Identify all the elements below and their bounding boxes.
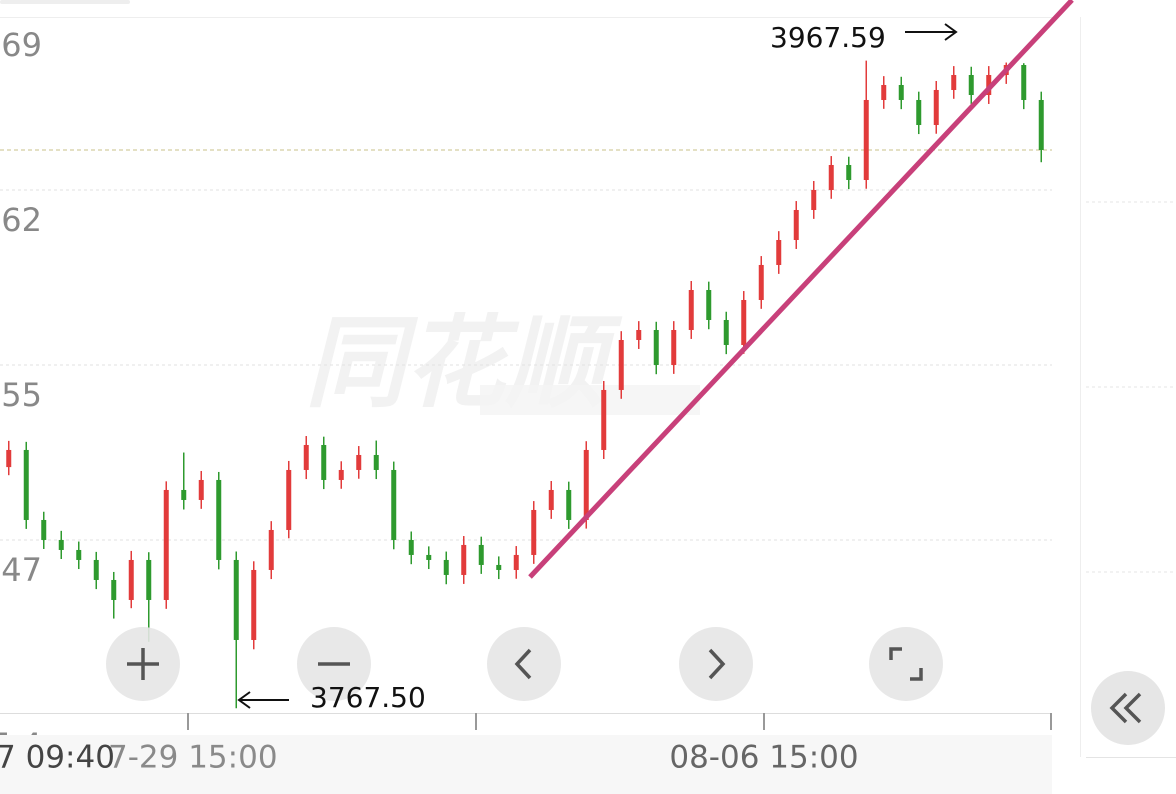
candle-body: [93, 559, 99, 580]
candle-body: [76, 549, 82, 560]
candle-body: [793, 209, 799, 240]
annotation-low: 3767.50: [237, 681, 426, 714]
x-tick-label: 08-06 15:00: [669, 740, 858, 776]
candle-body: [321, 444, 327, 480]
candle-body: [636, 329, 642, 340]
y-tick-label: 3927.62: [0, 201, 42, 239]
candle-body: [863, 99, 869, 180]
candle-body: [391, 469, 397, 540]
candle-body: [846, 165, 852, 180]
candle-body: [968, 75, 974, 96]
candle-body: [653, 329, 659, 365]
candle-body: [723, 319, 729, 345]
candle-body: [951, 75, 957, 90]
x-label-strip: [0, 735, 1052, 794]
candle-body: [163, 489, 169, 600]
candle-body: [6, 449, 12, 468]
trend-line: [528, 0, 1074, 579]
annotation-high: 3967.59: [770, 21, 958, 54]
candle-body: [828, 165, 834, 190]
candle-body: [58, 539, 64, 550]
candle-body: [233, 559, 239, 640]
x-ticks: [187, 713, 1052, 730]
top-border: [0, 17, 1052, 18]
x-axis: [0, 713, 1052, 714]
candle-body: [356, 454, 362, 470]
candle-body: [566, 489, 572, 520]
candle-body: [618, 339, 624, 390]
y-tick-label: 3981.69: [0, 26, 42, 64]
candle-body: [1021, 65, 1027, 100]
candle-body: [513, 554, 519, 570]
candle-body: [548, 489, 554, 510]
candle-body: [916, 99, 922, 126]
zoom-out-button[interactable]: [297, 627, 371, 701]
buttons: [106, 627, 1165, 745]
candle-body: [776, 239, 782, 265]
candle-body: [268, 529, 274, 570]
candle-body: [741, 299, 747, 345]
y-tick-label: 3873.55: [0, 376, 42, 414]
candles: [6, 60, 1044, 709]
candle-body: [443, 559, 449, 575]
candle-body: [286, 469, 292, 530]
candle-body: [811, 189, 817, 210]
watermark-blur: [480, 385, 700, 415]
fullscreen-button[interactable]: [869, 627, 943, 701]
candle-body: [41, 519, 47, 540]
candle-body: [426, 554, 432, 560]
x-tick-label: 7 09:40: [0, 740, 115, 776]
next-button[interactable]: [679, 627, 753, 701]
candle-body: [531, 509, 537, 555]
side-border: [1080, 17, 1081, 757]
candle-body: [706, 289, 712, 320]
candle-body: [303, 444, 309, 470]
candle-body: [338, 469, 344, 480]
x-tick-label: 7-29 15:00: [108, 740, 278, 776]
candle-body: [671, 329, 677, 365]
candle-body: [688, 289, 694, 330]
collapse-button[interactable]: [1091, 671, 1165, 745]
candle-body: [461, 544, 467, 575]
candle-body: [181, 489, 187, 500]
candle-body: [373, 454, 379, 470]
candle-body: [251, 569, 257, 640]
candle-body: [111, 579, 117, 600]
candle-body: [583, 449, 589, 520]
candle-body: [216, 479, 222, 560]
side-border: [1086, 757, 1176, 758]
candle-body: [23, 449, 29, 520]
candle-body: [1038, 99, 1044, 150]
y-tick-label: 3819.47: [0, 551, 42, 589]
annotation: 3767.50: [310, 681, 426, 714]
candle-body: [496, 564, 502, 570]
candle-body: [758, 264, 764, 300]
candle-body: [601, 389, 607, 450]
top-bar: [0, 0, 130, 4]
prev-button[interactable]: [487, 627, 561, 701]
candle-body: [128, 559, 134, 600]
candle-body: [478, 544, 484, 565]
candle-body: [198, 479, 204, 500]
candle-body: [408, 539, 414, 555]
zoom-in-button[interactable]: [106, 627, 180, 701]
candle-body: [146, 559, 152, 600]
candle-body: [933, 89, 939, 126]
candle-body: [881, 85, 887, 100]
candle-body: [898, 85, 904, 100]
annotation: 3967.59: [770, 21, 886, 54]
